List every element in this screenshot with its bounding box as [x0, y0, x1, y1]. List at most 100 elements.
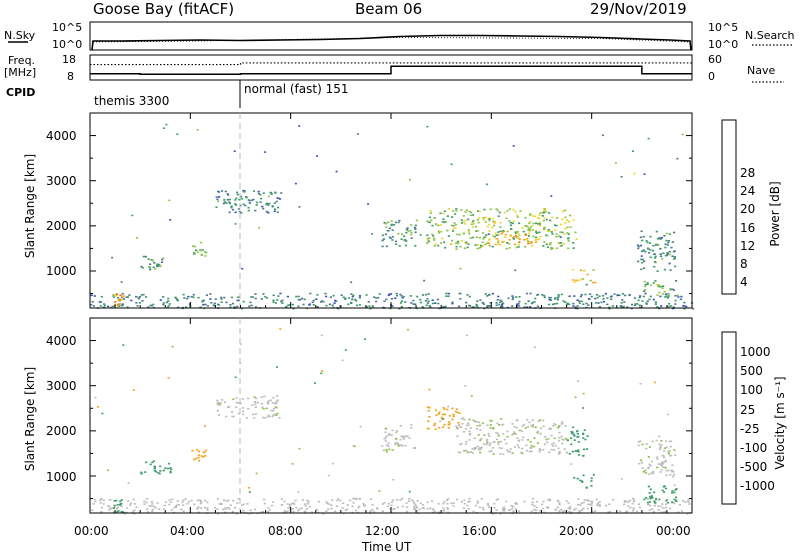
velocity-echo-cell	[405, 510, 409, 513]
power-echo-cell	[416, 295, 419, 298]
power-echo-cell	[674, 303, 677, 305]
power-echo-cell	[564, 301, 567, 303]
velocity-echo-cell	[443, 413, 446, 416]
station-title: Goose Bay (fitACF)	[93, 0, 235, 18]
power-echo-cell	[235, 197, 238, 200]
velocity-echo-cell	[371, 509, 374, 511]
xtick-1200: 12:00	[365, 524, 400, 538]
velocity-echo-cell	[272, 501, 275, 503]
power-echo-cell	[248, 199, 251, 202]
velocity-echo-cell	[590, 504, 593, 506]
power-echo-cell	[497, 231, 500, 233]
velocity-echo-cell	[358, 505, 361, 508]
velocity-echo-cell	[293, 503, 296, 505]
power-echo-cell	[162, 257, 165, 260]
velocity-echo-cell	[273, 402, 276, 405]
power-echo-cell	[516, 214, 519, 217]
velocity-echo-cell	[472, 510, 475, 513]
power-echo-cell	[152, 259, 155, 262]
power-echo-cell	[460, 240, 464, 242]
velocity-echo-cell	[214, 507, 217, 509]
velocity-echo-cell	[455, 425, 458, 428]
velocity-echo-cell	[392, 508, 395, 511]
velocity-echo-cell	[115, 508, 118, 510]
power-echo-cell	[488, 238, 491, 240]
power-echo-cell	[583, 270, 586, 272]
power-echo-cell	[568, 295, 571, 297]
velocity-echo-cell	[327, 474, 330, 477]
power-echo-cell	[123, 298, 126, 300]
velocity-echo-cell	[664, 500, 668, 502]
velocity-echo-cell	[427, 409, 430, 412]
velocity-echo-cell	[670, 440, 673, 442]
power-echo-cell	[352, 294, 355, 297]
power-echo-cell	[176, 298, 179, 301]
velocity-echo-cell	[470, 395, 473, 397]
velocity-echo-cell	[677, 511, 680, 514]
power-echo-cell	[517, 246, 520, 248]
power-echo-cell	[192, 296, 195, 299]
velocity-echo-cell	[559, 509, 562, 511]
power-echo-cell	[655, 243, 658, 246]
velocity-echo-cell	[631, 497, 635, 500]
velocity-echo-cell	[464, 385, 467, 387]
velocity-echo-cell	[476, 424, 479, 427]
power-echo-cell	[401, 233, 404, 236]
velocity-echo-cell	[660, 461, 664, 464]
power-echo-cell	[576, 279, 579, 282]
velocity-echo-cell	[317, 500, 320, 503]
velocity-echo-cell	[515, 419, 518, 422]
velocity-echo-cell	[579, 504, 582, 506]
power-echo-cell	[571, 269, 574, 271]
velocity-echo-cell	[447, 427, 450, 429]
power-echo-cell	[478, 210, 481, 213]
power-echo-cell	[659, 295, 662, 298]
velocity-echo-cell	[485, 443, 488, 446]
velocity-echo-cell	[561, 421, 564, 423]
xtick-0000-end: 00:00	[656, 524, 691, 538]
velocity-echo-cell	[538, 419, 542, 421]
power-echo-cell	[512, 236, 515, 238]
velocity-echo-cell	[426, 427, 429, 430]
velocity-echo-cell	[197, 511, 200, 514]
power-echo-cell	[193, 245, 196, 248]
velocity-echo-cell	[644, 469, 647, 472]
velocity-echo-cell	[171, 498, 174, 501]
velocity-echo-cell	[497, 435, 500, 437]
velocity-echo-cell	[662, 461, 665, 463]
power-echo-cell	[103, 303, 106, 305]
power-echo-cell	[277, 295, 280, 297]
power-echo-cell	[158, 263, 161, 266]
velocity-echo-cell	[667, 452, 670, 455]
power-echo-cell	[669, 269, 672, 271]
velocity-echo-cell	[663, 466, 666, 469]
power-echo-cell	[567, 240, 570, 242]
power-echo-cell	[443, 210, 446, 213]
velocity-echo-cell	[182, 504, 185, 506]
velocity-echo-cell	[327, 503, 330, 505]
power-echo-cell	[358, 304, 362, 306]
power-echo-cell	[575, 238, 578, 241]
velocity-echo-cell	[164, 501, 167, 503]
velocity-echo-cell	[295, 507, 298, 509]
power-echo-cell	[394, 240, 397, 243]
power-echo-cell	[228, 202, 232, 205]
velocity-echo-cell	[381, 445, 384, 447]
power-echo-cell	[409, 229, 412, 232]
power-echo-cell	[267, 204, 270, 206]
power-echo-cell	[464, 219, 467, 222]
power-echo-cell	[463, 223, 467, 225]
power-ytick-3000: 3000	[46, 174, 77, 188]
velocity-echo-cell	[542, 449, 545, 451]
power-echo-cell	[507, 297, 510, 300]
velocity-echo-cell	[405, 506, 409, 508]
power-echo-cell	[553, 224, 557, 226]
power-echo-cell	[452, 227, 455, 230]
velocity-echo-cell	[149, 463, 152, 466]
power-echo-cell	[386, 229, 389, 232]
power-echo-cell	[427, 221, 430, 224]
velocity-echo-cell	[419, 502, 422, 505]
power-echo-cell	[653, 265, 656, 268]
power-echo-cell	[674, 295, 677, 297]
power-echo-cell	[668, 233, 671, 235]
